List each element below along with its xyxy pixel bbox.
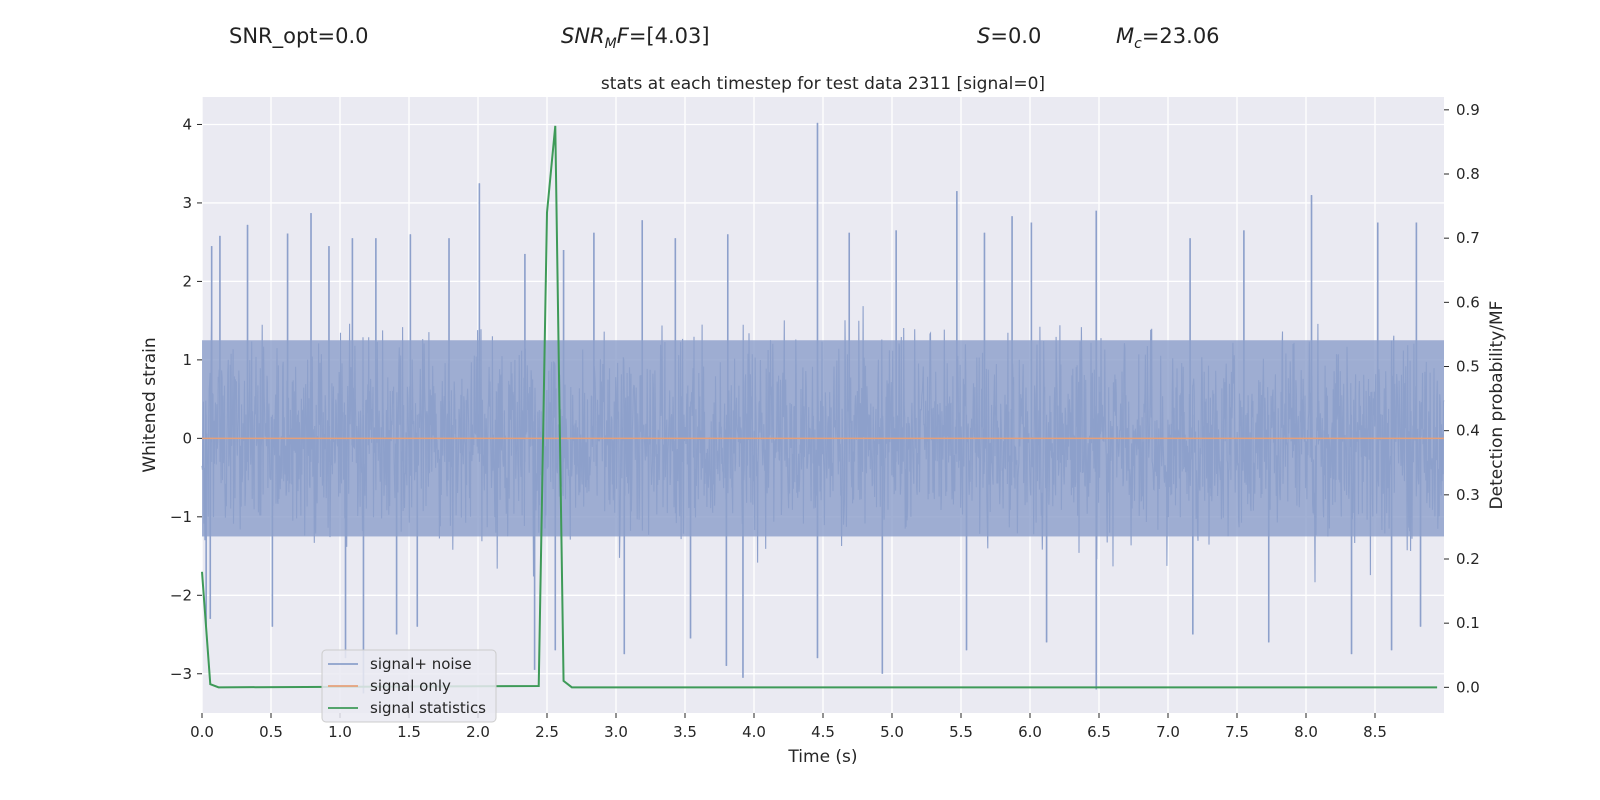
y2-tick-label-4: 0.4 (1456, 422, 1480, 440)
legend: signal+ noise signal only signal statistic… (321, 649, 497, 723)
x-tick-label-3: 1.5 (397, 723, 421, 741)
x-tick-label-11: 5.5 (949, 723, 973, 741)
legend-label-0: signal+ noise (370, 655, 472, 673)
y2-tick-label-2: 0.2 (1456, 550, 1480, 568)
x-tick-label-14: 7.0 (1156, 723, 1180, 741)
x-tick-label-9: 4.5 (811, 723, 835, 741)
x-tick-label-0: 0.0 (190, 723, 214, 741)
y-axis-label: Whitened strain (140, 337, 160, 472)
y-tick-label-7: 4 (182, 115, 192, 133)
y2-tick-label-0: 0.0 (1456, 678, 1480, 696)
x-tick-label-5: 2.5 (535, 723, 559, 741)
y-tick-label-0: −3 (170, 665, 192, 683)
mc-label: Mc=23.06 (1116, 24, 1220, 53)
y-tick-label-1: −2 (170, 586, 192, 604)
x-tick-label-12: 6.0 (1018, 723, 1042, 741)
x-tick-label-2: 1.0 (328, 723, 352, 741)
y2-tick-label-7: 0.7 (1456, 229, 1480, 247)
x-tick-label-6: 3.0 (604, 723, 628, 741)
y2-tick-label-9: 0.9 (1456, 101, 1480, 119)
x-tick-label-17: 8.5 (1363, 723, 1387, 741)
x-tick-label-1: 0.5 (259, 723, 283, 741)
snr-mf-label: SNRMF=[4.03] (561, 24, 710, 53)
y2-tick-label-6: 0.6 (1456, 293, 1480, 311)
y2-tick-label-3: 0.3 (1456, 486, 1480, 504)
x-tick-label-4: 2.0 (466, 723, 490, 741)
x-tick-label-7: 3.5 (673, 723, 697, 741)
s-label: S=0.0 (977, 24, 1042, 48)
legend-label-1: signal only (370, 677, 451, 695)
legend-label-2: signal statistics (370, 699, 486, 717)
x-axis-label: Time (s) (787, 747, 857, 767)
legend-box (321, 649, 497, 723)
chart-title: stats at each timestep for test data 231… (601, 74, 1045, 94)
y2-tick-label-5: 0.5 (1456, 358, 1480, 376)
y2-tick-label-1: 0.1 (1456, 614, 1480, 632)
y-tick-label-5: 2 (182, 272, 192, 290)
y-tick-label-6: 3 (182, 194, 192, 212)
x-tick-label-15: 7.5 (1225, 723, 1249, 741)
snr-opt-label: SNR_opt=0.0 (229, 24, 369, 48)
y-tick-label-3: 0 (182, 429, 192, 447)
y2-axis-label: Detection probability/MF (1487, 301, 1507, 510)
x-tick-label-10: 5.0 (880, 723, 904, 741)
y-tick-label-2: −1 (170, 508, 192, 526)
y-tick-label-4: 1 (182, 351, 192, 369)
x-tick-label-8: 4.0 (742, 723, 766, 741)
x-tick-label-16: 8.0 (1294, 723, 1318, 741)
y2-tick-label-8: 0.8 (1456, 165, 1480, 183)
series-layer (201, 122, 1445, 694)
x-tick-label-13: 6.5 (1087, 723, 1111, 741)
